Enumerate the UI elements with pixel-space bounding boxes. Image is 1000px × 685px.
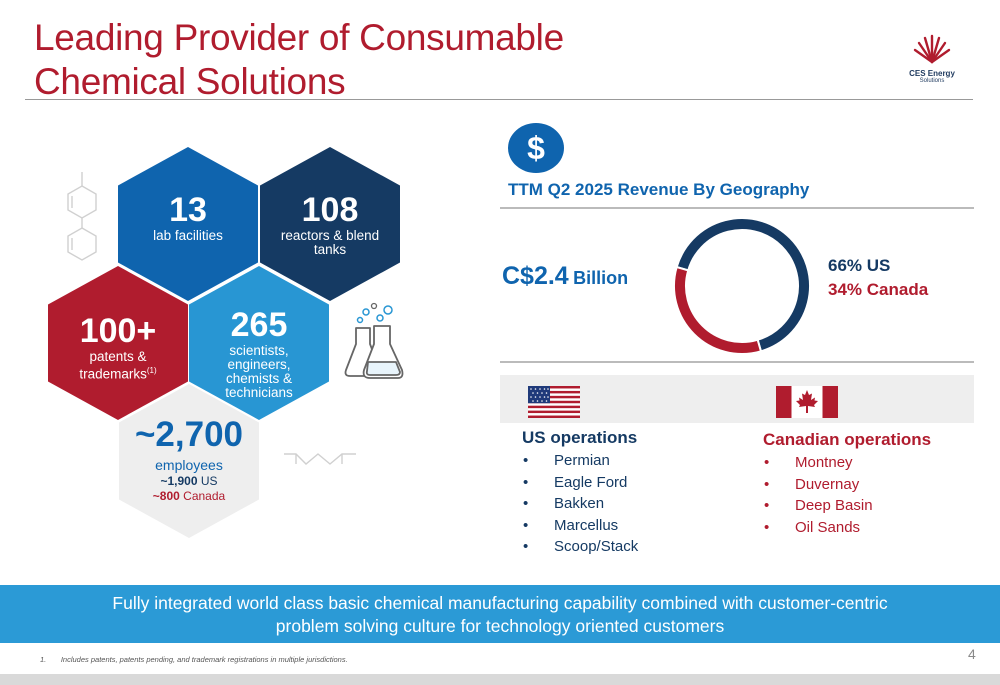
scientists-label: scientists, engineers, chemists & techni… [225,343,293,400]
patents-value: 100+ [79,312,157,350]
revenue-title: TTM Q2 2025 Revenue By Geography [508,180,810,199]
list-item: Duvernay [764,474,873,496]
dollar-icon: $ [508,123,564,173]
patents-label-line-2: trademarks(1) [48,364,188,382]
revenue-divider-top [500,207,974,209]
lab-facilities-value: 13 [169,191,207,229]
canadian-operations-title: Canadian operations [763,430,932,449]
employees-label: employees [155,457,223,473]
employees-ca-count: ~800 [152,489,180,503]
us-flag-icon [528,386,580,418]
us-operations-title: US operations [522,428,638,447]
canada-flag-icon [776,386,838,418]
title-line-2: Chemical Solutions [34,61,346,102]
list-item: Montney [764,452,873,474]
reactors-value: 108 [301,191,359,229]
revenue-amount: C$2.4 [502,262,569,290]
banner-line-2: problem solving culture for technology o… [275,616,725,636]
canadian-operations-list: Montney Duvernay Deep Basin Oil Sands [764,452,873,538]
company-logo: CES Energy Solutions [896,32,968,86]
footnote: 1. Includes patents, patents pending, an… [40,655,348,664]
summary-banner: Fully integrated world class basic chemi… [0,585,1000,643]
banner-line-1: Fully integrated world class basic chemi… [112,593,888,613]
revenue-unit: Billion [573,268,629,288]
page-number: 4 [968,646,976,662]
employees-us: ~1,900 US [119,474,259,489]
employees-us-label: US [200,474,218,488]
us-operations-list: Permian Eagle Ford Bakken Marcellus Scoo… [523,450,638,558]
lab-facilities-label: lab facilities [153,228,223,243]
split-canada-label: 34% Canada [828,280,929,299]
reactors-label: reactors & blend tanks [280,228,380,257]
lab-flasks-icon [344,302,404,379]
list-item: Bakken [523,493,638,515]
chain-molecule-icon [284,453,356,465]
logo-name: CES Energy [909,69,955,78]
donut-slice-canada [673,265,763,355]
list-item: Marcellus [523,515,638,537]
sunburst-logo-icon [913,34,951,64]
revenue-donut-chart [673,217,811,355]
scientists-value: 265 [230,306,288,344]
patents-footnote-ref: (1) [146,366,157,375]
patents-label-line-1: patents & [89,349,147,364]
title-divider [25,99,973,100]
hex-reactors: 108 reactors & blend tanks [260,147,400,301]
title-line-1: Leading Provider of Consumable [34,17,564,58]
page-title: Leading Provider of Consumable Chemical … [34,16,734,104]
patents-label-text: trademarks [79,366,147,382]
list-item: Permian [523,450,638,472]
revenue-total: C$2.4 Billion [502,262,628,291]
list-item: Oil Sands [764,517,873,539]
revenue-divider-bottom [500,361,974,363]
employees-us-count: ~1,900 [160,474,198,488]
logo-subtitle: Solutions [919,78,945,84]
employees-canada: ~800 Canada [119,489,259,504]
bottom-bar [0,674,1000,685]
employees-ca-label: Canada [183,489,226,503]
list-item: Scoop/Stack [523,536,638,558]
list-item: Deep Basin [764,495,873,517]
list-item: Eagle Ford [523,472,638,494]
split-us-label: 66% US [828,256,891,275]
molecule-structure-icon [67,172,97,261]
employees-value: ~2,700 [134,415,244,454]
